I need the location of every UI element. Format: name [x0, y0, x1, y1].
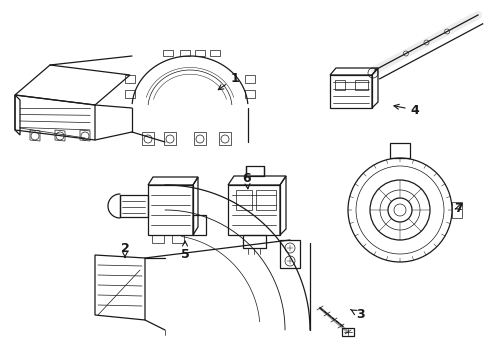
- Text: 4: 4: [394, 104, 419, 117]
- Text: 1: 1: [218, 72, 240, 90]
- Text: 5: 5: [181, 241, 189, 261]
- Text: 2: 2: [121, 242, 129, 257]
- Text: 7: 7: [454, 202, 463, 215]
- Text: 6: 6: [243, 171, 251, 189]
- Text: 3: 3: [350, 309, 364, 321]
